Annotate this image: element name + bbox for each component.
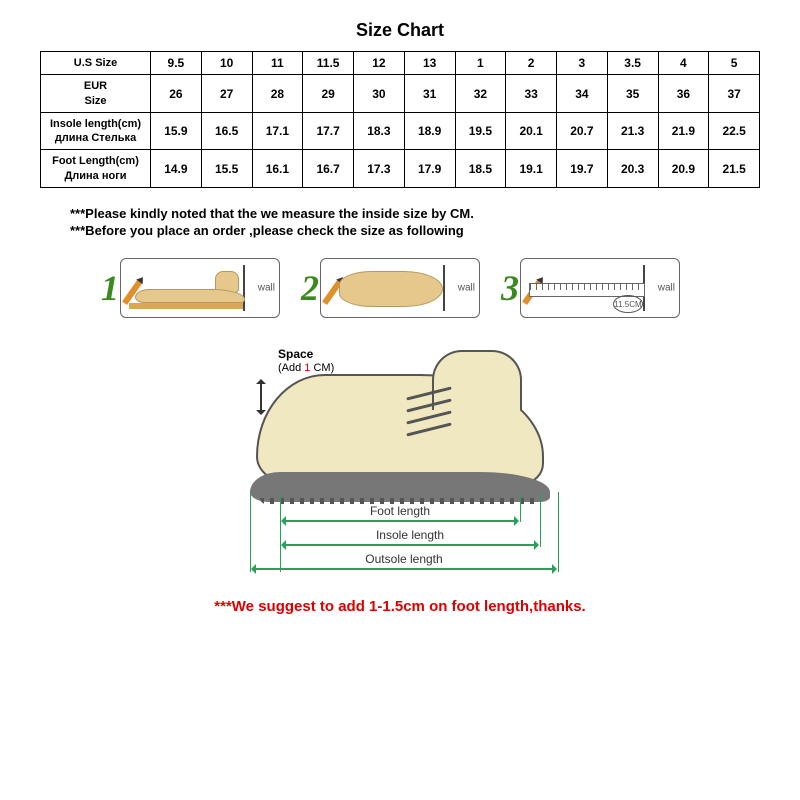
table-cell: 19.5 <box>455 112 506 150</box>
row-header: EUR Size <box>41 75 151 113</box>
table-cell: 22.5 <box>709 112 760 150</box>
table-cell: 34 <box>557 75 608 113</box>
row-header: Foot Length(cm) Длина ноги <box>41 150 151 188</box>
size-chart-table: U.S Size9.5101111.512131233.545EUR Size2… <box>40 51 760 188</box>
wall-label: wall <box>658 283 675 294</box>
table-cell: 9.5 <box>151 52 202 75</box>
outsole-length-label: Outsole length <box>254 552 554 566</box>
table-cell: 13 <box>404 52 455 75</box>
space-label: Space (Add 1 CM) <box>278 348 334 374</box>
table-cell: 16.5 <box>201 112 252 150</box>
table-cell: 19.1 <box>506 150 557 188</box>
extent-line-icon <box>540 492 541 547</box>
table-cell: 18.5 <box>455 150 506 188</box>
table-cell: 35 <box>607 75 658 113</box>
table-cell: 17.3 <box>354 150 405 188</box>
table-cell: 30 <box>354 75 405 113</box>
suggest-text: ***We suggest to add 1-1.5cm on foot len… <box>40 598 760 615</box>
table-cell: 11 <box>252 52 303 75</box>
table-cell: 16.1 <box>252 150 303 188</box>
floor-icon <box>129 303 243 309</box>
table-cell: 20.7 <box>557 112 608 150</box>
insole-length-label: Insole length <box>284 528 536 542</box>
table-cell: 5 <box>709 52 760 75</box>
ruler-value: 11.5CM <box>613 295 643 313</box>
table-cell: 21.9 <box>658 112 709 150</box>
table-cell: 14.9 <box>151 150 202 188</box>
table-cell: 2 <box>506 52 557 75</box>
table-cell: 15.9 <box>151 112 202 150</box>
table-cell: 28 <box>252 75 303 113</box>
table-cell: 32 <box>455 75 506 113</box>
table-cell: 27 <box>201 75 252 113</box>
table-cell: 26 <box>151 75 202 113</box>
table-cell: 19.7 <box>557 150 608 188</box>
table-cell: 20.1 <box>506 112 557 150</box>
insole-length-line: Insole length <box>284 544 536 546</box>
table-cell: 11.5 <box>303 52 354 75</box>
table-cell: 20.9 <box>658 150 709 188</box>
notes-block: ***Please kindly noted that the we measu… <box>70 206 760 238</box>
table-cell: 16.7 <box>303 150 354 188</box>
table-cell: 17.9 <box>404 150 455 188</box>
table-cell: 33 <box>506 75 557 113</box>
step-3-number: 3 <box>501 267 519 309</box>
table-cell: 37 <box>709 75 760 113</box>
side-foot-icon <box>135 273 245 303</box>
table-cell: 17.1 <box>252 112 303 150</box>
table-cell: 29 <box>303 75 354 113</box>
table-cell: 3.5 <box>607 52 658 75</box>
table-cell: 21.3 <box>607 112 658 150</box>
measure-steps: 1 wall 2 wall 3 wall 11.5CM <box>40 258 760 318</box>
extent-line-icon <box>558 492 559 572</box>
step-3: 3 wall 11.5CM <box>520 258 680 318</box>
table-cell: 1 <box>455 52 506 75</box>
table-cell: 21.5 <box>709 150 760 188</box>
row-header: Insole length(cm) длина Стелька <box>41 112 151 150</box>
outsole-length-line: Outsole length <box>254 568 554 570</box>
shoe-icon <box>250 352 550 502</box>
step-1: 1 wall <box>120 258 280 318</box>
table-cell: 18.9 <box>404 112 455 150</box>
table-cell: 10 <box>201 52 252 75</box>
step-2: 2 wall <box>320 258 480 318</box>
note-line-2: ***Before you place an order ,please che… <box>70 223 760 238</box>
shoe-diagram: Space (Add 1 CM) Foot length Insole leng… <box>190 342 610 592</box>
table-cell: 31 <box>404 75 455 113</box>
row-header: U.S Size <box>41 52 151 75</box>
table-cell: 20.3 <box>607 150 658 188</box>
table-cell: 15.5 <box>201 150 252 188</box>
table-cell: 18.3 <box>354 112 405 150</box>
table-cell: 17.7 <box>303 112 354 150</box>
table-cell: 4 <box>658 52 709 75</box>
foot-length-label: Foot length <box>284 504 516 518</box>
note-line-1: ***Please kindly noted that the we measu… <box>70 206 760 221</box>
step-1-number: 1 <box>101 267 119 309</box>
top-foot-icon <box>339 271 443 307</box>
foot-length-line: Foot length <box>284 520 516 522</box>
page-title: Size Chart <box>40 20 760 41</box>
space-arrow-icon <box>260 382 262 412</box>
wall-line-icon <box>443 265 445 311</box>
table-cell: 3 <box>557 52 608 75</box>
table-cell: 12 <box>354 52 405 75</box>
wall-label: wall <box>258 283 275 294</box>
extent-line-icon <box>250 492 251 572</box>
wall-label: wall <box>458 283 475 294</box>
table-cell: 36 <box>658 75 709 113</box>
step-2-number: 2 <box>301 267 319 309</box>
